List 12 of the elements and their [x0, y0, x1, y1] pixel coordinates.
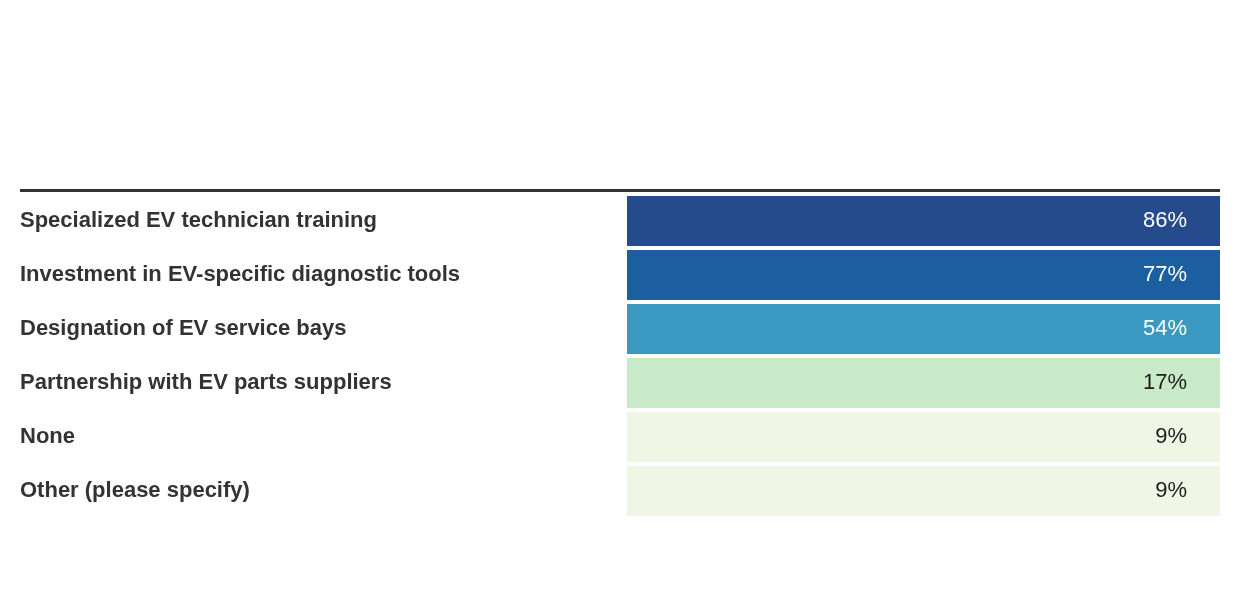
y-tick-label: Designation of EV service bays [20, 315, 347, 341]
y-tick-label: None [20, 423, 75, 449]
y-tick-label: Specialized EV technician training [20, 207, 377, 233]
data-label: 17% [1142, 369, 1187, 395]
data-label: 9% [1155, 423, 1187, 449]
data-label: 54% [1142, 315, 1187, 341]
data-label: 77% [1142, 261, 1187, 287]
y-tick-label: Other (please specify) [20, 477, 250, 503]
y-tick-label: Partnership with EV parts suppliers [20, 369, 392, 395]
y-tick-label: Investment in EV-specific diagnostic tools [20, 261, 461, 287]
data-label: 9% [1155, 477, 1187, 503]
data-label: 86% [1142, 207, 1187, 233]
